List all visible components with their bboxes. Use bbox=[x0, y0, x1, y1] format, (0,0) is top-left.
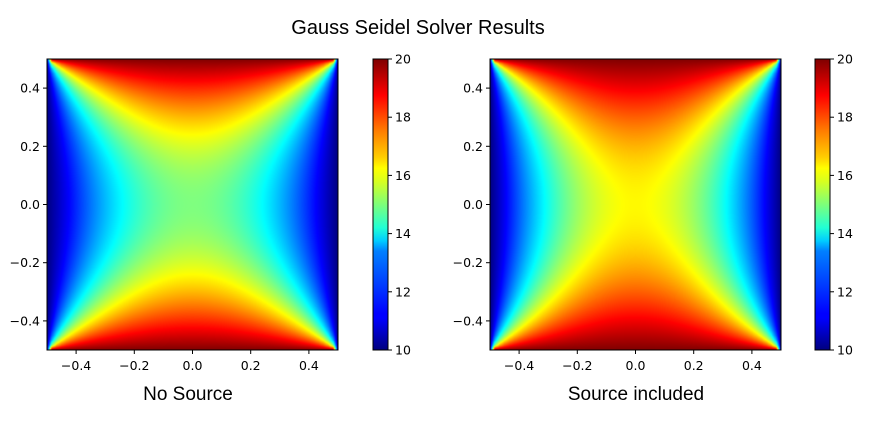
colorbar-tick-label: 18 bbox=[837, 110, 853, 125]
colorbar bbox=[372, 58, 389, 351]
y-tick-label: −0.2 bbox=[453, 255, 483, 270]
panel-subtitle-source-included: Source included bbox=[568, 384, 704, 405]
heatmap-image-frame bbox=[47, 59, 338, 350]
x-tick-label: −0.2 bbox=[119, 358, 149, 373]
heatmap-canvas bbox=[490, 59, 781, 350]
figure-title: Gauss Seidel Solver Results bbox=[291, 17, 544, 39]
heatmap-panel-no-source: −0.4 −0.2 0.0 0.2 0.4 0.4 0.2 0.0 −0.2 −0.4 20 18 1… bbox=[10, 52, 411, 406]
colorbar-tick-label: 14 bbox=[837, 226, 853, 241]
x-tick-label: 0.4 bbox=[299, 358, 319, 373]
axis-ticks: −0.4 −0.2 0.0 0.2 0.4 0.4 0.2 0.0 −0.2 −0.4 bbox=[10, 81, 319, 373]
colorbar-tick-label: 16 bbox=[395, 168, 411, 183]
y-tick-label: 0.4 bbox=[463, 81, 483, 96]
heatmap-canvas bbox=[47, 59, 338, 350]
heatmap-panel-source-included: −0.4 −0.2 0.0 0.2 0.4 0.4 0.2 0.0 −0.2 −0.4 20 18 1… bbox=[453, 52, 853, 406]
y-tick-label: −0.4 bbox=[453, 313, 483, 328]
colorbar-ticks: 20 18 16 14 12 10 bbox=[388, 52, 411, 358]
colorbar-tick-label: 14 bbox=[395, 226, 411, 241]
y-tick-label: 0.0 bbox=[463, 197, 483, 212]
x-tick-label: 0.0 bbox=[183, 358, 203, 373]
x-tick-label: 0.2 bbox=[241, 358, 261, 373]
colorbar bbox=[814, 58, 831, 351]
colorbar-tick-label: 16 bbox=[837, 168, 853, 183]
x-tick-label: 0.4 bbox=[742, 358, 762, 373]
colorbar-tick-label: 10 bbox=[395, 343, 411, 358]
x-tick-label: −0.4 bbox=[61, 358, 91, 373]
y-tick-label: −0.4 bbox=[10, 313, 40, 328]
colorbar-tick-label: 12 bbox=[837, 284, 853, 299]
x-tick-label: 0.0 bbox=[626, 358, 646, 373]
x-tick-label: −0.4 bbox=[504, 358, 534, 373]
x-tick-label: −0.2 bbox=[562, 358, 592, 373]
colorbar-tick-label: 18 bbox=[395, 110, 411, 125]
y-tick-label: 0.2 bbox=[463, 139, 483, 154]
colorbar-ticks: 20 18 16 14 12 10 bbox=[830, 52, 853, 358]
panel-subtitle-no-source: No Source bbox=[143, 384, 233, 405]
y-tick-label: −0.2 bbox=[10, 255, 40, 270]
y-tick-label: 0.2 bbox=[20, 139, 40, 154]
y-tick-label: 0.0 bbox=[20, 197, 40, 212]
y-tick-label: 0.4 bbox=[20, 81, 40, 96]
x-tick-label: 0.2 bbox=[684, 358, 704, 373]
heatmap-image-frame bbox=[490, 59, 781, 350]
colorbar-tick-label: 12 bbox=[395, 284, 411, 299]
colorbar-tick-label: 10 bbox=[837, 343, 853, 358]
colorbar-tick-label: 20 bbox=[395, 52, 411, 67]
axis-ticks: −0.4 −0.2 0.0 0.2 0.4 0.4 0.2 0.0 −0.2 −0.4 bbox=[453, 81, 762, 373]
colorbar-tick-label: 20 bbox=[837, 52, 853, 67]
